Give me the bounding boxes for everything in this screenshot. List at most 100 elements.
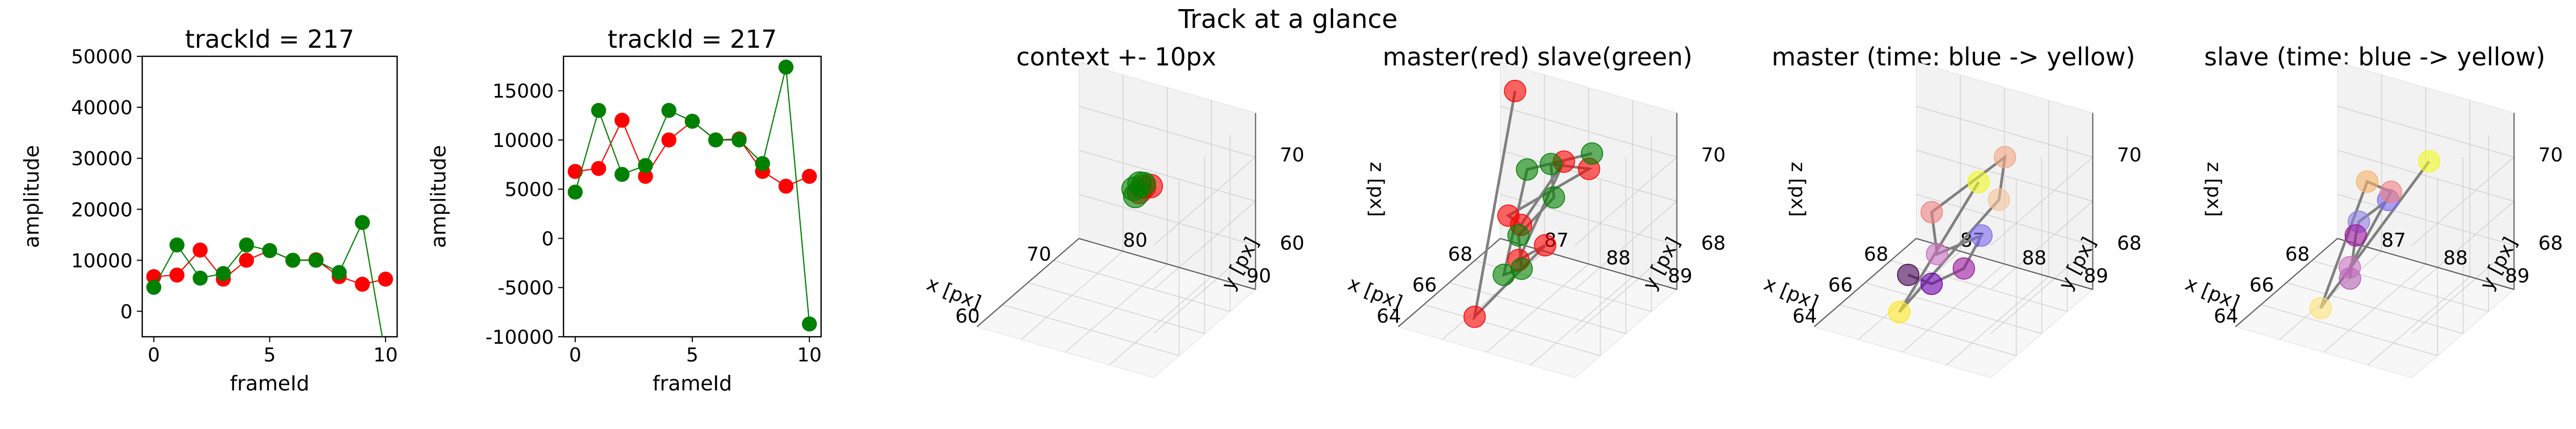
x-axis-label: x [px]: [1345, 273, 1406, 314]
chart-title: trackId = 217: [608, 25, 777, 54]
data-point: [308, 253, 324, 268]
data-point: [1888, 301, 1911, 323]
data-point: [802, 316, 817, 332]
data-point: [1534, 234, 1556, 257]
grid-line: [2412, 157, 2515, 246]
z-tick-label: 68: [2538, 232, 2563, 254]
data-point: [661, 132, 677, 147]
series-line-red: [575, 119, 810, 187]
data-point: [192, 270, 208, 286]
grid-line: [1109, 276, 1212, 366]
z-tick-label: 68: [2117, 232, 2142, 254]
grid-line: [1890, 260, 2068, 312]
data-point: [262, 243, 277, 258]
plot-area: [146, 214, 393, 337]
y-tick-label: -10000: [485, 327, 554, 349]
data-point: [169, 237, 185, 253]
y-tick-label: 0: [541, 228, 554, 250]
trajectory-line: [1898, 154, 2007, 313]
data-point: [332, 265, 347, 280]
data-point: [1952, 257, 1975, 280]
y-axis-label: amplitude: [427, 145, 450, 248]
line-chart-2: trackId = 217 0 5 10 -10000 -5000 0 5000 10000 15…: [427, 25, 822, 395]
data-point: [1967, 171, 1990, 194]
data-point: [1492, 263, 1515, 286]
data-point: [2344, 224, 2367, 247]
y-axis-label: amplitude: [20, 145, 43, 248]
z-axis-label: z [px]: [1365, 162, 1387, 217]
data-point: [731, 132, 747, 147]
y-tick-label: 20000: [71, 199, 133, 221]
y-tick-label: 15000: [492, 80, 554, 102]
data-point: [146, 279, 162, 295]
grid-line: [1065, 263, 1168, 353]
x-tick-label: 68: [2285, 243, 2310, 265]
grid-line: [1902, 263, 2005, 353]
series-line-green: [574, 66, 810, 324]
grid-line: [1990, 157, 2094, 246]
x-tick-label: 0: [148, 344, 160, 366]
z-tick-label: 68: [1701, 232, 1726, 254]
data-point: [1542, 186, 1565, 209]
data-point: [239, 253, 254, 268]
x-tick-label: 70: [1027, 243, 1051, 265]
data-point: [2338, 256, 2361, 279]
y-tick-label: 89: [2505, 265, 2530, 287]
x-axis-label: x [px]: [924, 273, 984, 314]
y-tick-label: 87: [2381, 230, 2406, 252]
grid-line: [1946, 276, 2049, 366]
y-tick-label: 89: [2084, 265, 2109, 287]
y-tick-label: -5000: [497, 277, 554, 299]
x-tick-label: 64: [1792, 305, 1817, 327]
data-point: [216, 266, 231, 282]
data-point: [1463, 306, 1486, 328]
data-point: [1926, 243, 1949, 265]
y-tick-label: 40000: [71, 97, 133, 119]
chart-title: slave (time: blue -> yellow): [2204, 42, 2545, 71]
x-axis-label: frameId: [230, 372, 309, 395]
grid-line: [1153, 157, 1256, 246]
x-axis-label: frameId: [653, 372, 732, 395]
data-point: [802, 168, 817, 184]
data-point: [2309, 297, 2332, 320]
y-tick-label: 0: [120, 301, 133, 323]
data-point: [2356, 170, 2379, 193]
chart-title: context +- 10px: [1016, 42, 1217, 71]
data-point: [614, 167, 630, 182]
x-tick-label: 66: [1828, 275, 1853, 297]
z-axis-label: z [px]: [2202, 162, 2224, 217]
data-point: [708, 132, 723, 147]
data-point: [1540, 153, 1562, 175]
data-point: [567, 164, 583, 179]
y-tick-label: 5000: [504, 179, 554, 201]
y-tick-label: 88: [2443, 247, 2468, 269]
data-point: [1920, 201, 1943, 224]
line-chart-1: trackId = 217 0 5 10 0 10000 20000 30000 40000 50…: [20, 25, 398, 395]
x-axis-line: [976, 238, 1080, 328]
z-tick-label: 70: [1701, 144, 1726, 166]
z-tick-label: 60: [1280, 232, 1305, 254]
x-tick-label: 64: [2214, 305, 2238, 327]
x-tick-label: 68: [1864, 243, 1889, 265]
data-point: [2380, 180, 2403, 203]
grid-line: [1079, 106, 1256, 158]
data-point: [1970, 224, 1993, 247]
data-point: [1507, 224, 1530, 247]
grid-line: [1575, 157, 1678, 246]
grid-line: [1916, 106, 2093, 158]
x-axis-label: x [px]: [2182, 273, 2243, 314]
data-point: [1994, 146, 2016, 168]
data-point: [638, 168, 653, 184]
data-point: [1131, 172, 1156, 196]
y-tick-label: 10000: [492, 130, 554, 152]
x-axis-line: [1397, 238, 1501, 328]
chart-title: trackId = 217: [185, 25, 354, 54]
plot-area: [567, 60, 817, 332]
x-tick-label: 5: [264, 344, 276, 366]
grid-line: [2367, 276, 2470, 366]
y-tick-label: 88: [1606, 247, 1631, 269]
y-tick-label: 89: [1668, 265, 1693, 287]
z-tick-label: 70: [2117, 144, 2142, 166]
chart-title: master (time: blue -> yellow): [1772, 42, 2135, 71]
data-point: [1497, 204, 1520, 227]
